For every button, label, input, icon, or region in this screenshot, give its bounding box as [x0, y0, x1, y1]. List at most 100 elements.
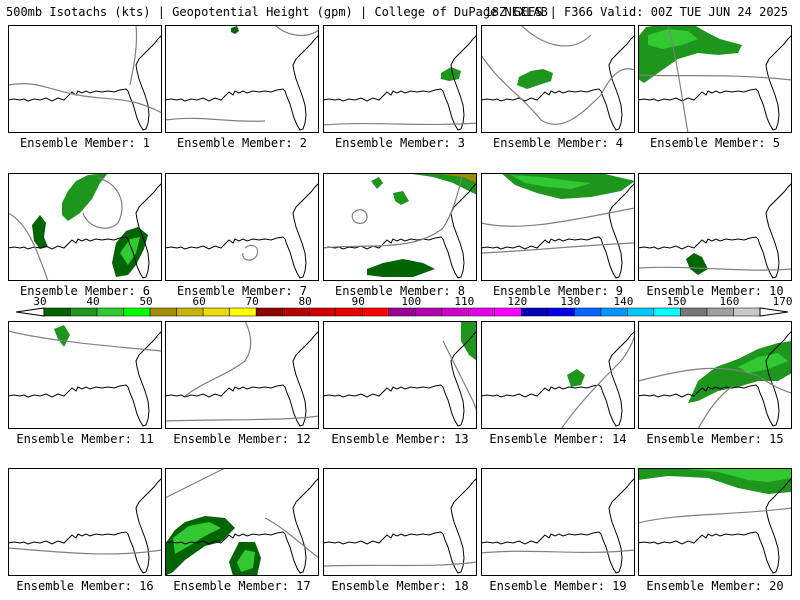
ensemble-panel-10 — [638, 173, 792, 281]
isotach-shading — [393, 191, 409, 205]
colorbar-tick-label: 120 — [507, 295, 528, 308]
colorbar-swatch — [547, 307, 575, 317]
colorbar-swatch — [123, 307, 151, 317]
colorbar-swatch — [388, 307, 416, 317]
ensemble-panel-17 — [165, 468, 319, 576]
isotach-shading — [405, 173, 477, 195]
isotach-shading — [433, 173, 477, 183]
coastline — [638, 34, 792, 131]
panel-map — [165, 468, 319, 576]
ensemble-member-label: Ensemble Member: 10 — [646, 284, 784, 298]
panel-map — [8, 25, 162, 133]
colorbar-tick-label: 170 — [772, 295, 793, 308]
isotach-shading — [686, 253, 708, 275]
coastline — [165, 477, 319, 574]
ensemble-member-label: Ensemble Member: 16 — [16, 579, 154, 593]
height-contour — [323, 122, 477, 126]
coastline — [323, 477, 477, 574]
colorbar-swatch — [574, 307, 602, 317]
isotach-shading — [120, 237, 140, 265]
isotach-shading — [371, 177, 383, 189]
ensemble-member-label: Ensemble Member: 4 — [492, 136, 624, 150]
isotach-shading — [738, 353, 788, 373]
colorbar-tick-label: 150 — [666, 295, 687, 308]
colorbar-swatches — [15, 307, 789, 317]
height-contour — [165, 117, 266, 122]
colorbar-swatch — [176, 307, 204, 317]
coastline — [638, 182, 792, 279]
panel-map — [638, 25, 792, 133]
coastline — [638, 330, 792, 427]
colorbar-swatch — [202, 307, 230, 317]
height-contour — [442, 340, 477, 412]
isotach-shading — [517, 69, 553, 89]
coastline — [8, 182, 162, 279]
panel-map — [481, 25, 635, 133]
ensemble-member-label: Ensemble Member: 20 — [646, 579, 784, 593]
panel-map — [481, 321, 635, 429]
colorbar-swatch — [282, 307, 310, 317]
ensemble-member-label: Ensemble Member: 13 — [331, 432, 469, 446]
height-contour — [481, 54, 635, 125]
coastline — [481, 182, 635, 279]
ensemble-panel-6 — [8, 173, 162, 281]
ensemble-member-label: Ensemble Member: 14 — [489, 432, 627, 446]
colorbar-swatch — [96, 307, 124, 317]
height-contour — [274, 25, 319, 37]
colorbar-swatch — [733, 307, 761, 317]
ensemble-panel-5 — [638, 25, 792, 133]
height-contour — [560, 335, 635, 429]
panel-map — [481, 173, 635, 281]
header-valid-time: 18Z GEFS | F366 Valid: 00Z TUE JUN 24 20… — [484, 5, 788, 19]
ensemble-member-label: Ensemble Member: 8 — [334, 284, 466, 298]
coastline — [323, 330, 477, 427]
coastline — [165, 330, 319, 427]
ensemble-panel-13 — [323, 321, 477, 429]
ensemble-member-label: Ensemble Member: 6 — [19, 284, 151, 298]
colorbar-swatch — [229, 307, 257, 317]
isotach-shading — [511, 175, 591, 189]
panel-map — [323, 173, 477, 281]
ensemble-member-label: Ensemble Member: 1 — [19, 136, 151, 150]
panel-map — [481, 468, 635, 576]
colorbar-swatch — [680, 307, 708, 317]
colorbar-tick-label: 90 — [351, 295, 365, 308]
ensemble-member-label: Ensemble Member: 11 — [16, 432, 154, 446]
colorbar-tick-label: 60 — [192, 295, 206, 308]
height-contour — [638, 266, 792, 271]
ensemble-panel-12 — [165, 321, 319, 429]
map-header: 500mb Isotachs (kts) | Geopotential Heig… — [0, 0, 800, 22]
ensemble-panel-14 — [481, 321, 635, 429]
colorbar-swatch — [627, 307, 655, 317]
colorbar-swatch — [441, 307, 469, 317]
panel-map — [165, 321, 319, 429]
height-contour — [638, 507, 792, 524]
isotach-shading — [62, 173, 108, 221]
height-contour — [520, 25, 592, 47]
coastline — [165, 182, 319, 279]
ensemble-panel-7 — [165, 173, 319, 281]
panel-map — [8, 173, 162, 281]
colorbar-tick-label: 50 — [139, 295, 153, 308]
isotach-colorbar: 30 40 50 60 70 80 90 100 110 120 130 140 150 160 170 — [0, 295, 800, 321]
ensemble-member-label: Ensemble Member: 2 — [176, 136, 308, 150]
colorbar-swatch — [415, 307, 443, 317]
ensemble-panel-2 — [165, 25, 319, 133]
height-contour — [351, 209, 368, 224]
height-contour — [638, 74, 792, 81]
colorbar-arrow-left — [15, 307, 45, 317]
ensemble-panel-16 — [8, 468, 162, 576]
ensemble-panel-3 — [323, 25, 477, 133]
height-contour — [8, 330, 162, 352]
height-contour — [481, 549, 635, 554]
coastline — [638, 477, 792, 574]
colorbar-arrow-right — [759, 307, 789, 317]
header-title: 500mb Isotachs (kts) | Geopotential Heig… — [6, 5, 548, 19]
colorbar-tick-label: 70 — [245, 295, 259, 308]
isotach-shading — [678, 468, 792, 482]
ensemble-member-label: Ensemble Member: 5 — [649, 136, 781, 150]
height-contour — [323, 173, 464, 249]
coastline — [481, 477, 635, 574]
ensemble-panel-8 — [323, 173, 477, 281]
